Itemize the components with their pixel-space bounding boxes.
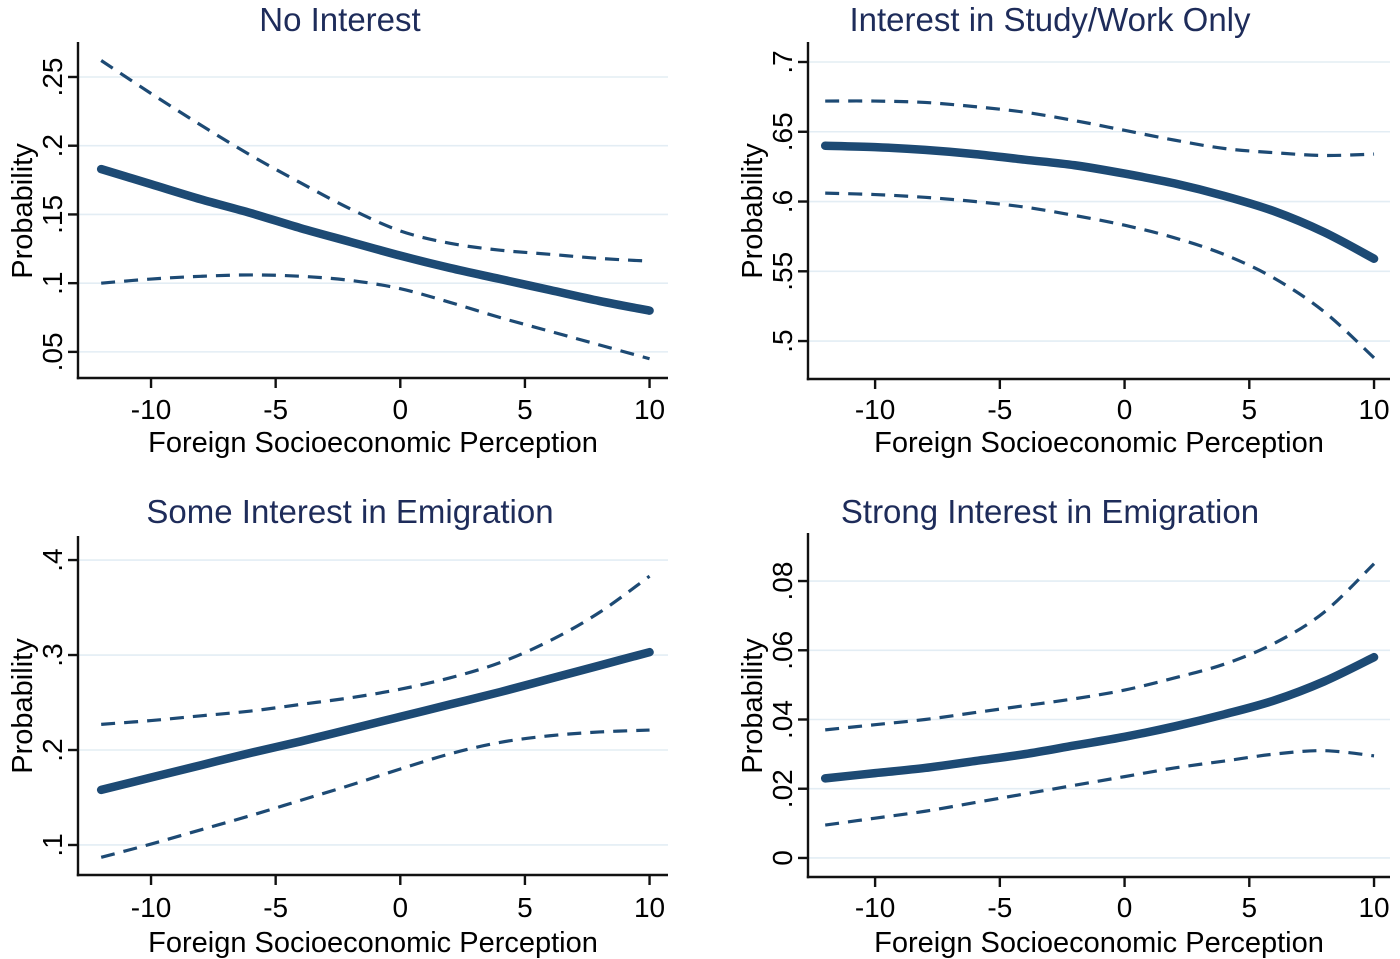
lower-ci-line bbox=[824, 749, 1375, 827]
x-tick-label: 0 bbox=[1117, 892, 1133, 923]
x-tick-label: 0 bbox=[1117, 394, 1133, 425]
y-axis-label: Probability bbox=[737, 638, 769, 774]
predicted-line bbox=[96, 164, 654, 315]
panel-title: Some Interest in Emigration bbox=[146, 493, 553, 530]
x-tick-label: -10 bbox=[131, 892, 171, 923]
lower-ci-line bbox=[825, 191, 1376, 359]
y-tick-label: .15 bbox=[37, 195, 68, 234]
x-tick-label: -5 bbox=[987, 892, 1012, 923]
x-tick-label: -10 bbox=[131, 394, 171, 425]
upper-ci-line bbox=[101, 574, 651, 726]
panel-interest-study-work-only: Interest in Study/Work Only Probability … bbox=[737, 1, 1390, 459]
panel-title: Interest in Study/Work Only bbox=[849, 1, 1251, 38]
x-tick-label: 5 bbox=[517, 394, 533, 425]
panel-some-interest-emigration: Some Interest in Emigration Probability … bbox=[7, 493, 668, 959]
y-tick-label: .2 bbox=[37, 134, 68, 157]
x-tick-label: 10 bbox=[634, 394, 665, 425]
x-tick-label: 0 bbox=[393, 892, 409, 923]
lower-ci-line bbox=[101, 273, 650, 361]
x-tick-label: 10 bbox=[634, 892, 665, 923]
plot-area: .05 .1 .15 .2 .25 -10 -5 0 5 10 bbox=[37, 42, 668, 425]
panel-strong-interest-emigration: Strong Interest in Emigration Probabilit… bbox=[737, 493, 1390, 959]
y-tick-label: .1 bbox=[37, 271, 68, 294]
y-tick-label: .02 bbox=[767, 769, 798, 808]
y-axis-label: Probability bbox=[737, 143, 769, 279]
x-tick-label: 5 bbox=[1242, 394, 1258, 425]
y-tick-label: .4 bbox=[37, 548, 68, 571]
x-tick-label: -5 bbox=[987, 394, 1012, 425]
plot-area: .1 .2 .3 .4 -10 -5 0 5 10 bbox=[37, 536, 668, 923]
predicted-line bbox=[820, 141, 1379, 263]
y-tick-label: .3 bbox=[37, 643, 68, 666]
x-axis-label: Foreign Socioeconomic Perception bbox=[148, 927, 598, 959]
x-axis-label: Foreign Socioeconomic Perception bbox=[874, 427, 1324, 459]
plot-area: 0 .02 .04 .06 .08 -10 -5 0 5 10 bbox=[767, 533, 1390, 923]
x-tick-label: 5 bbox=[1242, 892, 1258, 923]
y-tick-label: .7 bbox=[767, 50, 798, 73]
y-tick-label: .2 bbox=[37, 738, 68, 761]
x-tick-label: -10 bbox=[855, 892, 895, 923]
x-axis-label: Foreign Socioeconomic Perception bbox=[148, 427, 598, 459]
y-tick-label: .25 bbox=[37, 58, 68, 97]
predicted-line bbox=[96, 647, 654, 795]
y-tick-label: .65 bbox=[767, 112, 798, 151]
y-tick-label: 0 bbox=[767, 850, 798, 866]
x-tick-label: 0 bbox=[393, 394, 409, 425]
x-tick-label: -5 bbox=[263, 892, 288, 923]
y-axis-label: Probability bbox=[7, 638, 39, 774]
y-tick-label: .6 bbox=[767, 190, 798, 213]
upper-ci-line bbox=[825, 99, 1375, 158]
plot-area: .5 .55 .6 .65 .7 -10 -5 0 5 10 bbox=[767, 42, 1390, 425]
y-axis-label: Probability bbox=[7, 143, 39, 279]
y-tick-label: .1 bbox=[37, 833, 68, 856]
upper-ci-line bbox=[100, 59, 650, 263]
lower-ci-line bbox=[100, 728, 650, 859]
y-tick-label: .08 bbox=[767, 562, 798, 601]
y-tick-label: .06 bbox=[767, 631, 798, 670]
x-tick-label: 5 bbox=[517, 892, 533, 923]
panel-title: No Interest bbox=[259, 1, 420, 38]
panel-title: Strong Interest in Emigration bbox=[841, 493, 1259, 530]
y-tick-label: .05 bbox=[37, 332, 68, 371]
predicted-line bbox=[820, 652, 1379, 783]
upper-ci-line bbox=[825, 562, 1376, 732]
x-tick-label: -5 bbox=[263, 394, 288, 425]
x-tick-label: 10 bbox=[1358, 394, 1389, 425]
x-axis-label: Foreign Socioeconomic Perception bbox=[874, 927, 1324, 959]
y-tick-label: .04 bbox=[767, 700, 798, 739]
x-tick-label: 10 bbox=[1358, 892, 1389, 923]
x-tick-label: -10 bbox=[855, 394, 895, 425]
y-tick-label: .5 bbox=[767, 329, 798, 352]
y-tick-label: .55 bbox=[767, 252, 798, 291]
panel-no-interest: No Interest Probability Foreign Socioeco… bbox=[7, 1, 668, 459]
